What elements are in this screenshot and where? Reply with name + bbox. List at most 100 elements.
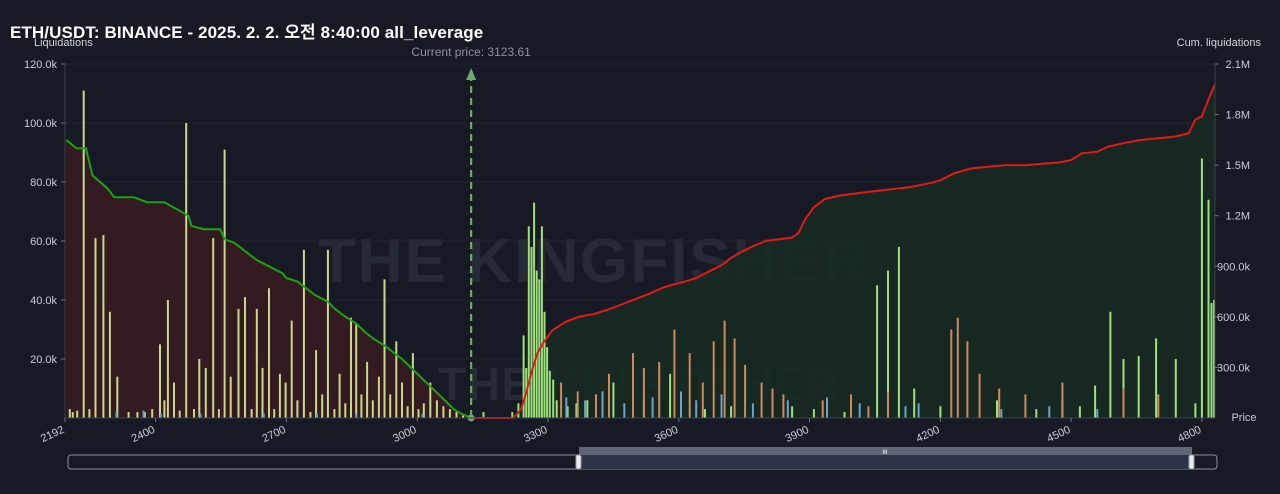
right-tick-label-6: 2.1M [1226,59,1250,71]
bar-s0-47 [360,394,363,418]
range-scroll-thumb[interactable] [579,447,1192,455]
bar-s4-4 [651,397,654,418]
bar-s2-25 [812,409,815,418]
bar-s0-23 [217,409,220,418]
left-tick-label-0: 20.0k [30,354,57,366]
bar-s2-30 [913,388,916,418]
range-handle-right[interactable] [1188,454,1195,470]
x-tick-label-6: 3900 [784,424,811,445]
bar-s1-0 [115,412,118,418]
bar-s3-3 [608,373,610,419]
x-tick-label-1: 2400 [130,424,157,445]
bar-s2-29 [897,246,900,418]
bar-s0-20 [198,359,201,418]
bar-s0-30 [261,367,264,418]
bar-s0-60 [435,400,438,418]
bar-s1-7 [421,413,424,418]
bar-s0-50 [377,376,380,418]
bar-s2-8 [535,270,538,418]
bar-s3-0 [560,382,563,418]
bar-s2-17 [575,403,578,419]
bar-s2-16 [566,406,569,418]
bar-s3-29 [1157,394,1160,418]
bar-s0-0 [68,409,71,418]
bar-s2-28 [887,270,889,418]
bar-s0-2 [76,410,79,418]
range-handle-left[interactable] [575,454,582,470]
bar-s3-18 [850,394,852,418]
bar-s3-1 [576,391,579,418]
bar-s2-33 [1035,409,1038,418]
bar-s3-9 [701,382,704,418]
bar-s0-18 [185,123,188,418]
bar-s0-41 [326,249,329,418]
right-axis-title: Cum. liquidations [1177,37,1262,49]
bar-s3-2 [595,394,597,418]
x-tick-label-2: 2700 [260,424,287,445]
bar-s2-24 [791,406,794,418]
bar-s1-1 [142,410,145,418]
bar-s2-13 [548,370,551,418]
bar-s2-21 [669,373,672,419]
cum-short-line [471,83,1216,419]
bar-s0-15 [166,300,169,418]
bar-s2-1 [511,412,514,418]
bar-s0-34 [284,382,287,418]
bar-s0-57 [417,409,420,418]
bar-s2-46 [1213,300,1216,418]
bar-s2-22 [704,409,706,418]
bar-s3-20 [887,391,889,418]
bar-s0-44 [344,403,347,419]
bar-s0-58 [422,403,425,419]
bar-s0-1 [71,412,74,418]
bar-s0-43 [338,373,341,419]
bar-s0-37 [302,249,305,418]
left-tick-label-5: 120.0k [24,59,58,71]
bar-s1-2 [159,413,162,418]
bar-s2-10 [540,226,543,419]
bar-s4-12 [904,406,907,418]
bar-s3-22 [956,317,959,418]
bar-s0-9 [127,412,130,418]
bar-s2-26 [843,412,846,418]
bar-s2-12 [546,347,549,418]
bar-s4-2 [601,391,604,418]
bar-s3-11 [723,320,726,418]
bar-s4-15 [1048,406,1051,418]
range-thumb-grip: III [882,449,888,456]
right-tick-label-4: 1.5M [1226,160,1250,172]
bar-s0-62 [448,409,451,418]
bar-s2-35 [1078,406,1081,418]
x-axis-title: Price [1231,412,1256,424]
bar-s2-41 [1174,359,1177,418]
left-tick-label-1: 40.0k [30,295,57,307]
bar-s0-25 [229,376,232,418]
bar-s4-5 [680,391,682,418]
bar-s3-24 [978,373,981,419]
current-price-arrow [466,68,477,80]
bar-s0-33 [278,373,281,419]
x-tick-label-7: 4200 [914,424,941,445]
bar-s2-5 [527,226,530,419]
bar-s0-13 [159,344,161,419]
bar-s3-5 [642,367,645,418]
bar-s4-13 [917,403,920,419]
bar-s3-13 [744,364,747,418]
chart-title: ETH/USDT: BINANCE - 2025. 2. 2. 오전 8:40:… [10,23,484,42]
right-tick-label-5: 1.8M [1226,110,1250,122]
bar-s2-43 [1200,158,1203,418]
bar-s3-23 [966,341,969,418]
range-selection[interactable] [579,455,1192,469]
bar-s0-52 [389,394,392,418]
bar-s4-16 [1096,409,1099,418]
bar-s2-42 [1194,403,1197,419]
bar-s4-10 [826,397,828,418]
bar-s3-14 [760,382,763,418]
bar-s2-45 [1210,302,1213,418]
bar-s2-2 [517,403,520,419]
range-scrollbar[interactable]: III [67,447,1218,470]
bar-s3-4 [632,353,634,418]
bar-s4-11 [858,403,861,419]
bar-s0-54 [401,382,403,418]
bar-s4-6 [695,400,698,418]
